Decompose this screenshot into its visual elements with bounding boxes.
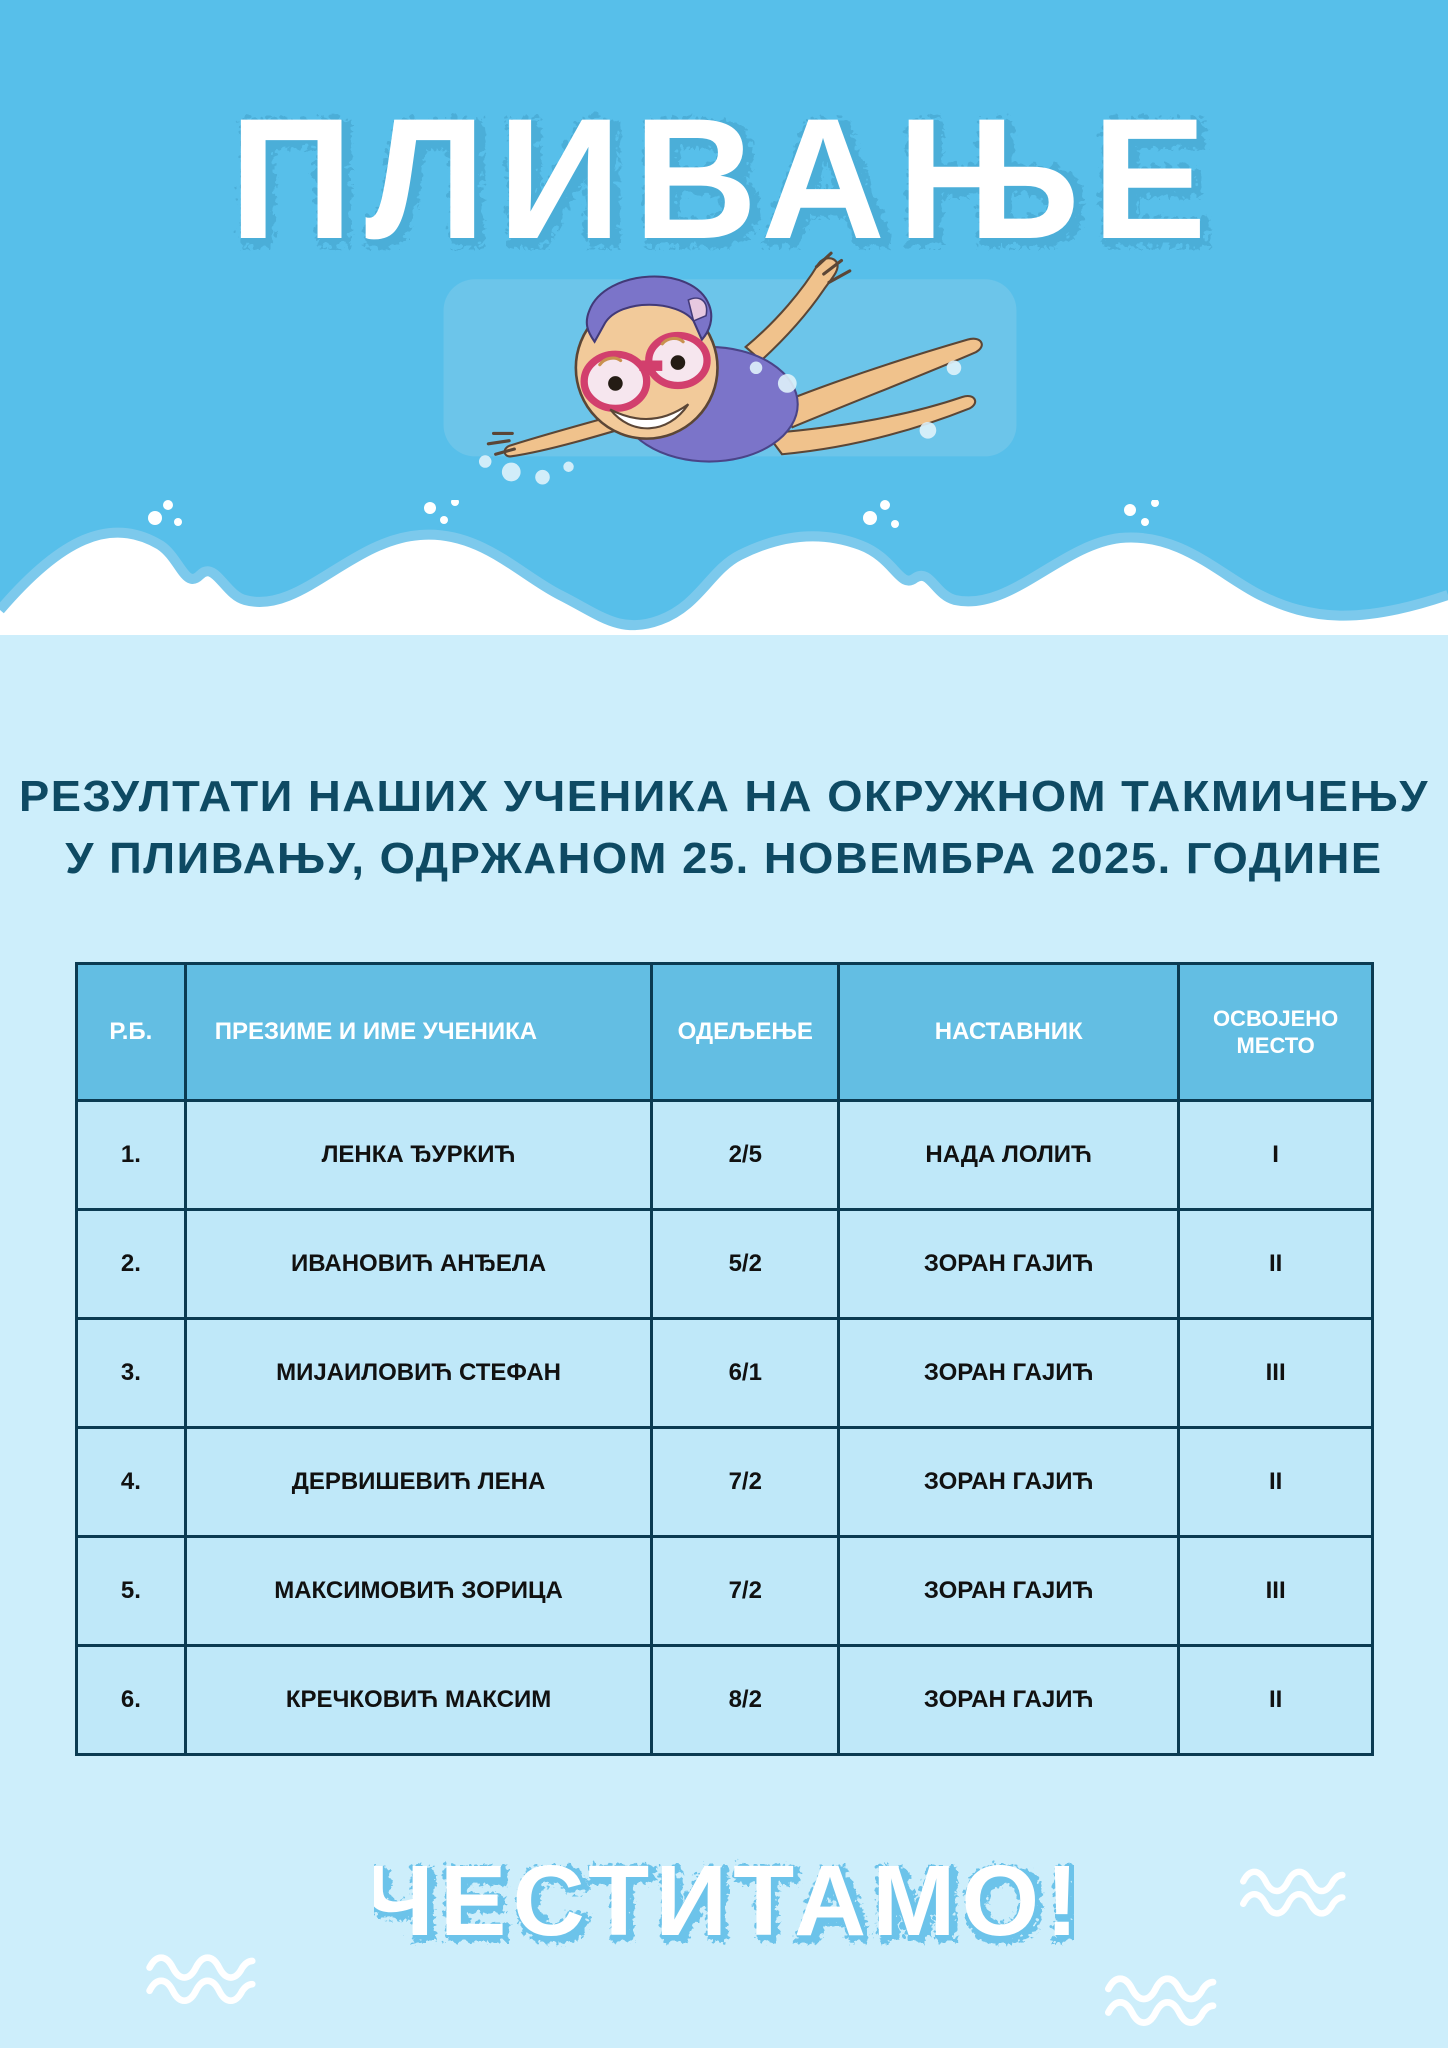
svg-text:ПЛИВАЊЕ: ПЛИВАЊЕ [229, 83, 1218, 275]
svg-text:ЧЕСТИТАМО!: ЧЕСТИТАМО! [374, 1845, 1074, 1957]
